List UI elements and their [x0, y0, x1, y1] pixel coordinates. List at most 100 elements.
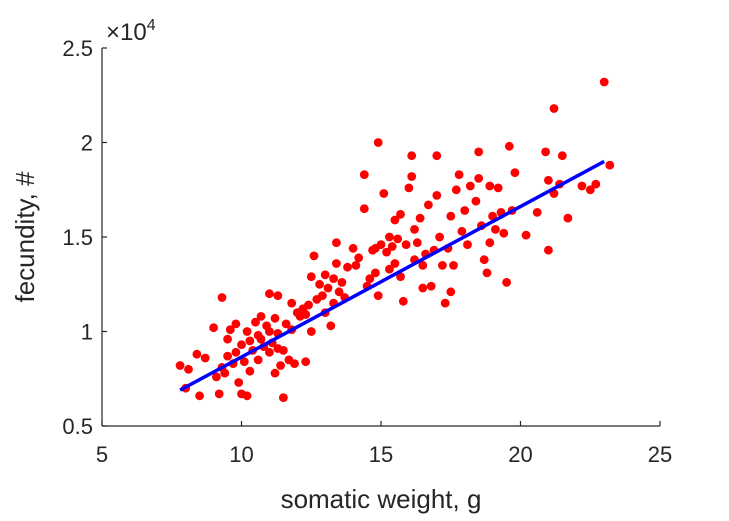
data-point: [306, 272, 316, 282]
data-point: [231, 319, 241, 329]
data-point: [332, 259, 341, 268]
data-point: [410, 225, 419, 234]
data-point: [184, 364, 193, 374]
data-point: [432, 191, 442, 200]
x-tick-label: 15: [369, 442, 393, 467]
data-point: [343, 262, 352, 272]
data-point: [309, 251, 319, 261]
y-tick-label: 1.5: [62, 225, 93, 250]
data-point: [387, 242, 397, 251]
data-point: [532, 208, 542, 217]
data-point: [276, 361, 285, 370]
x-tick-label: 25: [648, 442, 672, 467]
data-point: [424, 200, 433, 210]
data-point: [265, 347, 274, 357]
data-point: [544, 175, 553, 185]
data-point: [435, 232, 444, 242]
data-point: [460, 206, 470, 215]
y-exponent-power: 4: [147, 17, 156, 34]
data-point: [192, 349, 202, 359]
data-point: [270, 368, 280, 378]
data-point: [418, 261, 428, 270]
data-point: [332, 238, 341, 248]
data-point: [301, 310, 311, 319]
scatter-points: [175, 77, 615, 402]
data-point: [365, 274, 375, 283]
data-point: [242, 327, 252, 336]
data-point: [412, 238, 422, 248]
data-point: [390, 215, 400, 225]
data-point: [557, 151, 567, 161]
data-point: [281, 319, 291, 329]
data-point: [253, 355, 263, 365]
data-point: [440, 298, 450, 308]
data-point: [474, 147, 484, 157]
data-point: [273, 344, 283, 353]
data-point: [320, 270, 330, 280]
data-point: [265, 327, 274, 336]
data-point: [315, 279, 324, 289]
data-point: [234, 378, 244, 387]
data-point: [407, 151, 417, 161]
data-point: [432, 151, 442, 161]
data-point: [245, 366, 255, 376]
data-point: [474, 174, 484, 183]
data-point: [563, 213, 573, 223]
tick-labels: 5 10 15 20 25 0.5 1 1.5 2 2.5: [62, 36, 672, 467]
data-point: [231, 347, 241, 357]
data-point: [451, 185, 461, 195]
data-point: [379, 189, 389, 198]
data-point: [209, 323, 219, 333]
data-point: [549, 104, 559, 113]
data-point: [329, 274, 338, 283]
y-tick-label: 2: [81, 131, 93, 156]
data-point: [449, 261, 458, 270]
data-point: [544, 245, 553, 255]
data-point: [407, 172, 417, 181]
data-point: [326, 321, 336, 331]
y-tick-label: 2.5: [62, 36, 93, 61]
data-point: [371, 268, 380, 278]
data-point: [290, 359, 299, 368]
data-point: [359, 204, 369, 214]
data-point: [242, 391, 252, 401]
data-point: [463, 240, 472, 250]
data-point: [398, 296, 408, 306]
data-point: [256, 312, 266, 321]
data-point: [426, 281, 436, 291]
data-point: [373, 138, 383, 147]
data-point: [591, 179, 601, 189]
data-point: [273, 291, 283, 300]
data-point: [287, 298, 297, 308]
data-point: [471, 196, 481, 206]
data-point: [265, 289, 274, 299]
data-point: [605, 160, 615, 170]
data-point: [393, 234, 403, 244]
x-axis-label: somatic weight, g: [281, 484, 482, 514]
data-point: [482, 268, 492, 278]
data-point: [385, 232, 394, 242]
data-point: [279, 393, 288, 402]
data-point: [175, 361, 185, 370]
data-point: [401, 240, 411, 250]
data-point: [479, 255, 489, 265]
data-point: [306, 327, 316, 336]
data-point: [382, 247, 391, 257]
data-point: [385, 264, 394, 274]
data-point: [217, 293, 227, 302]
data-point: [195, 391, 205, 401]
data-point: [245, 336, 255, 346]
data-point: [212, 372, 221, 382]
y-axis-label: fecundity, #: [10, 171, 40, 303]
data-point: [390, 259, 400, 268]
data-point: [351, 261, 361, 270]
data-point: [502, 278, 511, 287]
data-point: [541, 147, 550, 157]
data-point: [446, 211, 456, 221]
data-point: [485, 238, 495, 248]
y-exponent-base: ×10: [106, 19, 147, 46]
data-point: [488, 211, 497, 221]
data-point: [415, 213, 425, 223]
data-point: [348, 243, 358, 253]
